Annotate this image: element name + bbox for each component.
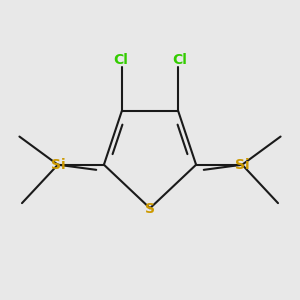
Text: Cl: Cl (113, 53, 128, 67)
Text: S: S (145, 202, 155, 216)
Text: Si: Si (50, 158, 65, 172)
Text: Cl: Cl (172, 53, 187, 67)
Text: Si: Si (235, 158, 250, 172)
